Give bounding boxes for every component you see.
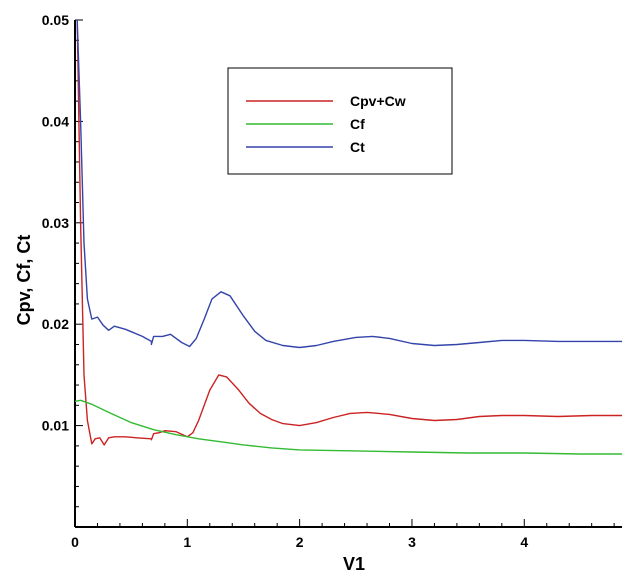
x-tick-label: 1 (183, 534, 191, 550)
x-tick-label: 3 (408, 534, 416, 550)
legend-label: Ct (350, 139, 365, 155)
series-group (74, 19, 622, 455)
y-tick-label: 0.05 (42, 12, 69, 28)
y-tick-label: 0.01 (42, 418, 69, 434)
x-tick-label: 4 (520, 534, 528, 550)
legend-label: Cpv+Cw (350, 93, 406, 109)
x-axis-ticks: 0 1 2 3 4 (71, 519, 615, 550)
x-tick-label: 2 (296, 534, 304, 550)
axes (74, 20, 622, 528)
legend: Cpv+Cw Cf Ct (227, 67, 453, 175)
y-tick-label: 0.04 (42, 113, 69, 129)
y-tick-label: 0.02 (42, 316, 69, 332)
legend-label: Cf (350, 116, 365, 132)
y-axis-ticks: 0.01 0.02 0.03 0.04 0.05 (42, 12, 83, 508)
series-line-cf (74, 399, 622, 455)
y-tick-label: 0.03 (42, 215, 69, 231)
y-axis-title: Cpv, Cf, Ct (14, 235, 34, 326)
x-tick-label: 0 (71, 534, 79, 550)
legend-box (227, 67, 453, 175)
x-axis-title: V1 (343, 554, 365, 574)
series-line-cpv-cw (76, 19, 622, 446)
series-line-ct (76, 19, 622, 349)
